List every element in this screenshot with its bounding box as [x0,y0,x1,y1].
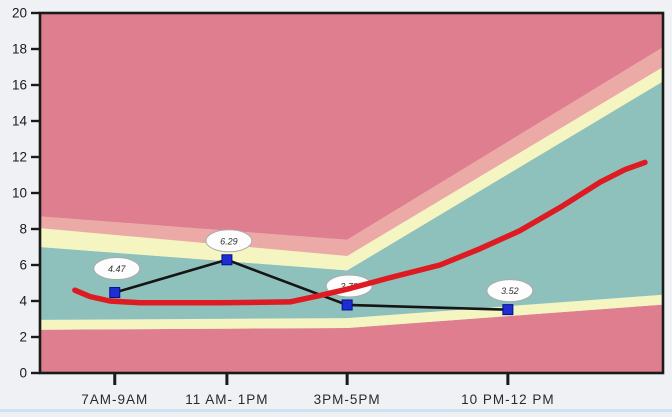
y-axis: 0 2 4 6 8 10 12 14 16 18 20 [12,6,40,381]
data-label-bubble [93,257,141,281]
trend-line-series [72,159,648,306]
data-label-text: 4.47 [108,264,127,274]
y-tick-label: 4 [19,294,27,309]
band-5-dark_pink [40,13,663,240]
band-3-yellow [40,67,663,271]
y-tick-label: 18 [12,42,27,57]
data-label-text: 6.29 [220,236,238,246]
area-bands [40,13,663,373]
band-1-yellow [40,294,663,330]
x-tick-label: 3PM-5PM [314,392,381,407]
x-tick-label: 11 AM- 1PM [185,392,268,407]
y-tick-label: 10 [12,186,27,201]
band-0-dark_pink [40,304,663,373]
marked-line [114,258,508,311]
data-label-text: 3.52 [501,286,519,296]
data-label-bubble [205,229,253,253]
y-tick-label: 0 [19,366,27,381]
data-point-marker [109,287,121,299]
y-tick-label: 12 [12,150,27,165]
y-tick-label: 14 [12,114,28,129]
x-tick-label: 10 PM-12 PM [461,392,555,407]
plot-border [38,11,665,375]
y-tick-label: 16 [12,78,27,93]
data-point-marker [341,299,353,311]
y-tick-label: 6 [19,258,27,273]
marked-line-series [109,254,514,316]
x-axis: 7AM-9AM 11 AM- 1PM 3PM-5PM 10 PM-12 PM [81,373,554,407]
data-point-marker [221,254,233,266]
data-label-bubble [486,279,534,303]
data-point-marker [502,304,514,316]
y-tick-label: 20 [12,6,27,21]
x-tick-label: 7AM-9AM [81,392,148,407]
y-tick-label: 2 [19,330,27,345]
trend-line [72,159,648,306]
y-tick-label: 8 [19,222,27,237]
band-2-teal [40,81,663,320]
